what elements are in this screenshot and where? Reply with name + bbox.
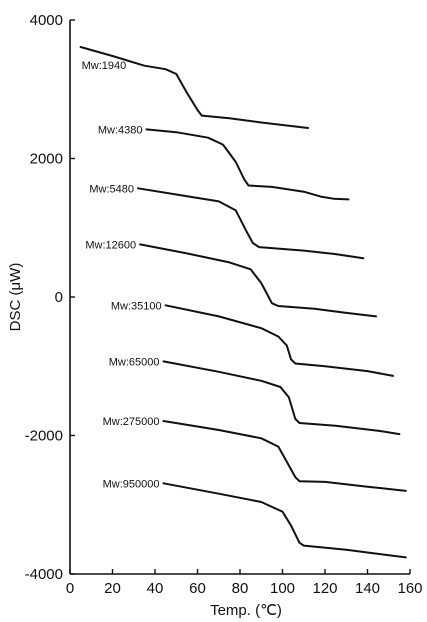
x-tick-label: 120 — [312, 580, 337, 597]
series-label: Mw:950000 — [103, 478, 160, 490]
x-tick-label: 60 — [189, 580, 206, 597]
series-line-mw-35100 — [164, 304, 394, 377]
series-line-mw-4380 — [145, 128, 350, 201]
series-line-mw-5480 — [137, 187, 365, 260]
y-tick-label: -4000 — [25, 566, 63, 583]
x-tick-label: 0 — [66, 580, 74, 597]
series-label: Mw:12600 — [85, 239, 136, 251]
y-tick-label: 2000 — [30, 151, 63, 168]
x-tick-label: 140 — [355, 580, 380, 597]
x-tick-label: 80 — [232, 580, 249, 597]
series-label: Mw:35100 — [111, 300, 162, 312]
series-line-mw-12600 — [139, 243, 377, 318]
labels-layer: 0 20 40 60 80 100 120 140 160 4000 2000 0 -2000 -4000… — [7, 12, 423, 619]
x-axis-label: Temp. (℃) — [210, 602, 282, 619]
x-tick-label: 100 — [270, 580, 295, 597]
series-line-mw-1940 — [79, 46, 309, 129]
series-label: Mw:1940 — [82, 60, 127, 72]
y-axis-label: DSC (μW) — [7, 263, 24, 332]
y-tick-label: -2000 — [25, 428, 63, 445]
series-line-mw-950000 — [162, 482, 407, 559]
series-layer — [79, 46, 407, 559]
series-label: Mw:5480 — [89, 183, 134, 195]
axes-layer — [69, 19, 411, 575]
y-tick-label: 4000 — [30, 12, 63, 29]
series-line-mw-65000 — [162, 360, 401, 436]
x-tick-label: 20 — [104, 580, 121, 597]
x-tick-label: 160 — [397, 580, 422, 597]
series-label: Mw:65000 — [109, 356, 160, 368]
y-tick-label: 0 — [55, 289, 63, 306]
series-label: Mw:4380 — [98, 124, 143, 136]
series-line-mw-275000 — [162, 420, 407, 492]
series-label: Mw:275000 — [103, 416, 160, 428]
x-tick-label: 40 — [147, 580, 164, 597]
